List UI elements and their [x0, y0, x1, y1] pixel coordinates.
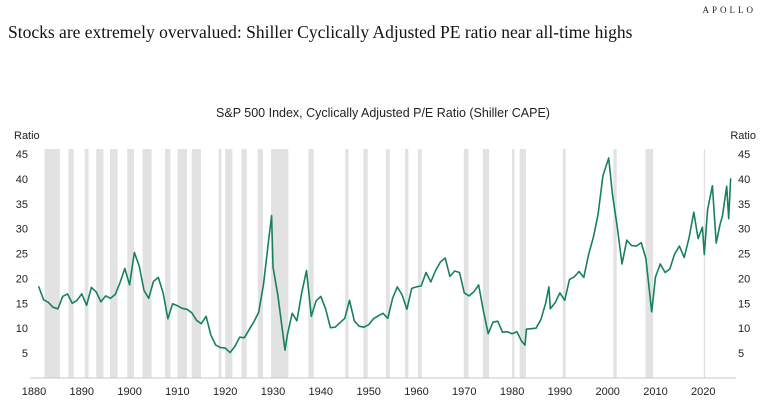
recession-band	[562, 149, 566, 378]
recession-band	[519, 149, 526, 378]
x-tick-label: 1900	[117, 386, 141, 398]
recession-band	[177, 149, 187, 378]
recession-band	[405, 149, 409, 378]
y-tick-label-right: 5	[738, 348, 744, 360]
x-tick-label: 1880	[22, 386, 46, 398]
recession-band	[271, 149, 289, 378]
recession-band	[44, 149, 60, 378]
x-tick-label: 1990	[548, 386, 572, 398]
cape-line	[37, 157, 732, 354]
y-tick-label-left: 15	[16, 298, 28, 310]
recession-band	[225, 149, 233, 378]
recession-band	[417, 149, 422, 378]
recession-band	[96, 149, 104, 378]
y-tick-label-left: 45	[16, 149, 28, 161]
recession-band	[703, 149, 706, 378]
y-tick-label-right: 30	[738, 224, 750, 236]
y-tick-label-left: 5	[22, 348, 28, 360]
y-tick-label-right: 40	[738, 174, 750, 186]
recession-band	[645, 149, 654, 378]
y-tick-label-left: 35	[16, 199, 28, 211]
recession-band	[241, 149, 247, 378]
page-title: Stocks are extremely overvalued: Shiller…	[8, 22, 633, 42]
recession-band	[308, 149, 314, 378]
recession-band	[68, 149, 74, 378]
x-tick-label: 1890	[70, 386, 94, 398]
y-tick-label-right: 25	[738, 249, 750, 261]
y-axis-label-right: Ratio	[730, 130, 756, 142]
x-tick-label: 1950	[356, 386, 380, 398]
recession-band	[512, 149, 515, 378]
x-tick-label: 1940	[309, 386, 333, 398]
x-tick-label: 1960	[404, 386, 428, 398]
cape-chart: 5 5 10 10 15 15 20 20 25 25 30 30 35 35 40 40 45 45 1880 18…	[0, 143, 766, 410]
recession-band	[84, 149, 89, 378]
apollo-logo: APOLLO	[702, 5, 756, 15]
x-tick-label: 2000	[595, 386, 619, 398]
y-tick-label-right: 20	[738, 273, 750, 285]
x-tick-label: 1910	[165, 386, 189, 398]
recession-band	[142, 149, 152, 378]
x-tick-label: 1970	[452, 386, 476, 398]
y-tick-label-left: 40	[16, 174, 28, 186]
y-tick-label-right: 10	[738, 323, 750, 335]
recession-band	[613, 149, 617, 378]
x-tick-label: 2020	[691, 386, 715, 398]
x-tick-label: 1980	[500, 386, 524, 398]
recession-band	[463, 149, 469, 378]
recession-band	[257, 149, 263, 378]
recession-band	[218, 149, 222, 378]
recession-band	[385, 149, 390, 378]
recession-band	[482, 149, 490, 378]
y-tick-label-left: 20	[16, 273, 28, 285]
y-tick-label-right: 15	[738, 298, 750, 310]
recession-band	[127, 149, 134, 378]
y-tick-label-right: 35	[738, 199, 750, 211]
recession-band	[363, 149, 368, 378]
chart-title: S&P 500 Index, Cyclically Adjusted P/E R…	[216, 106, 550, 120]
y-axis-label-left: Ratio	[14, 130, 40, 142]
y-tick-label-left: 10	[16, 323, 28, 335]
x-tick-label: 2010	[643, 386, 667, 398]
recession-band	[165, 149, 171, 378]
y-tick-label-left: 25	[16, 249, 28, 261]
x-tick-label: 1920	[213, 386, 237, 398]
recession-band	[191, 149, 201, 378]
recession-band	[345, 149, 349, 378]
x-tick-label: 1930	[261, 386, 285, 398]
y-tick-label-right: 45	[738, 149, 750, 161]
recession-band	[110, 149, 118, 378]
y-tick-label-left: 30	[16, 224, 28, 236]
